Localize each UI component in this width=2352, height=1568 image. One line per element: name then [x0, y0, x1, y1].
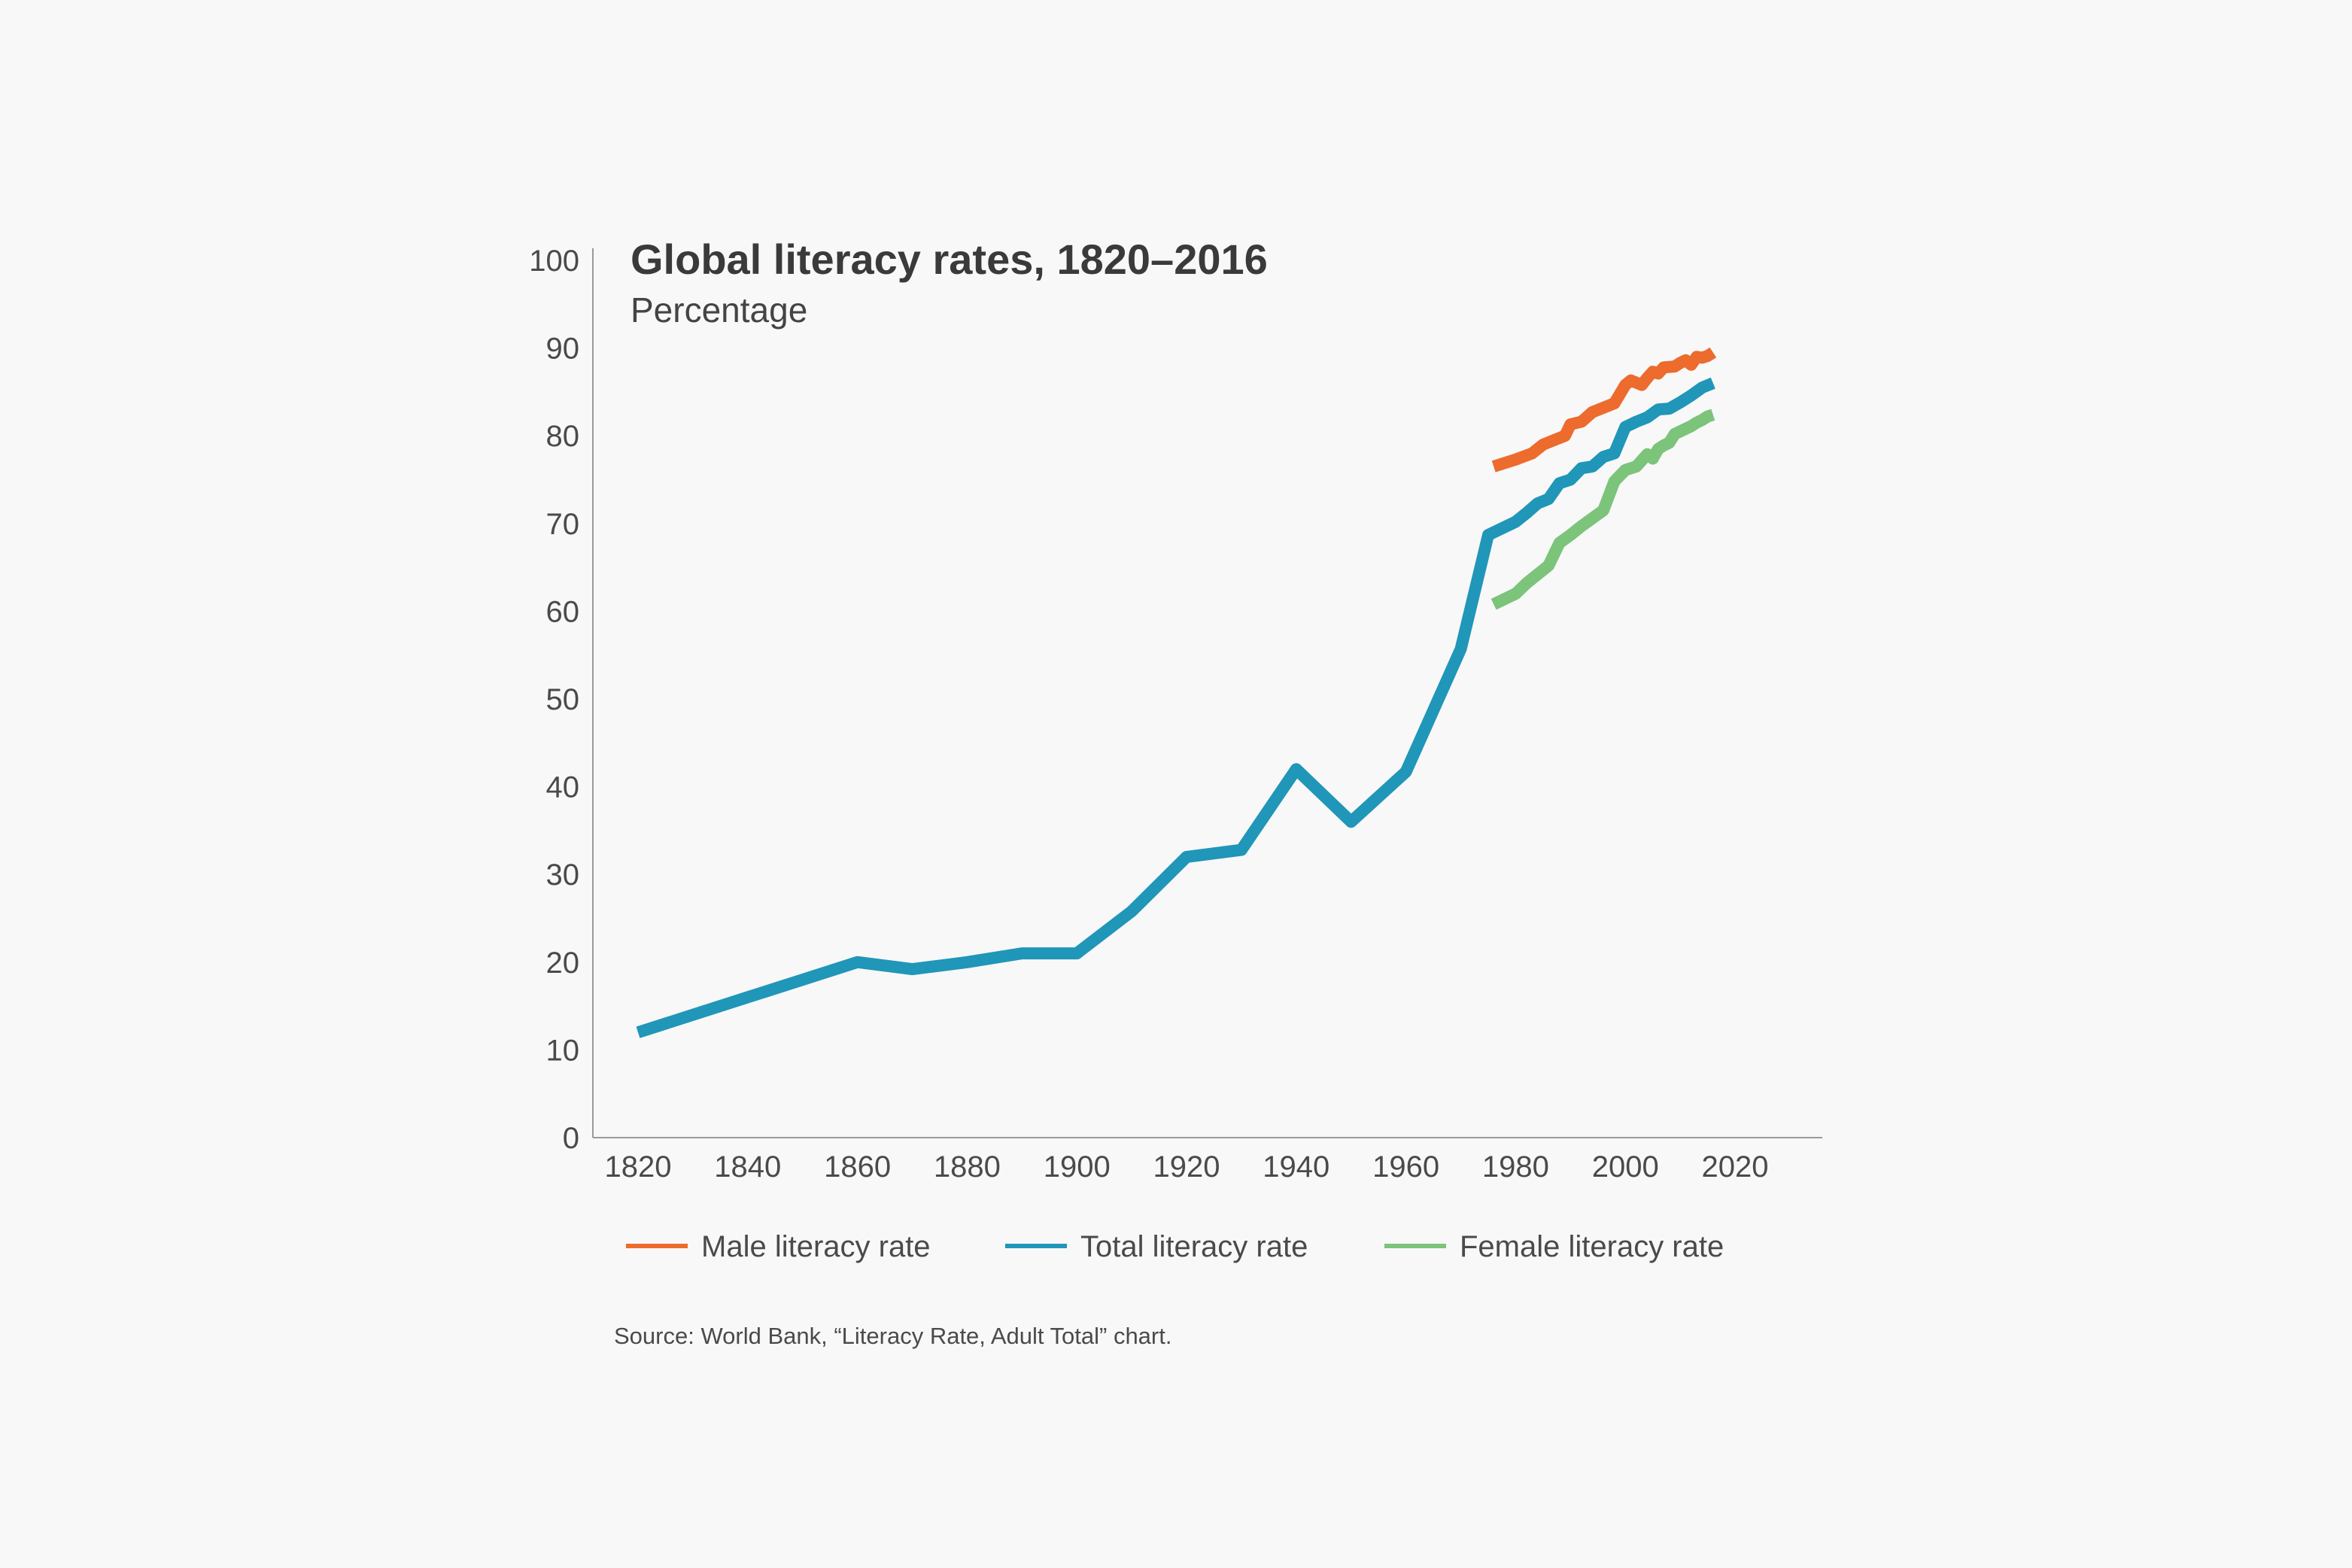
y-tick-label: 10 — [546, 1034, 580, 1067]
y-tick-label: 80 — [546, 420, 580, 453]
source-note: Source: World Bank, “Literacy Rate, Adul… — [614, 1323, 1171, 1349]
x-tick-label: 1960 — [1372, 1150, 1439, 1184]
series-line-total-literacy-rate — [636, 377, 1715, 1038]
y-tick-label: 0 — [563, 1122, 579, 1155]
y-tick-label: 70 — [546, 508, 580, 541]
chart-subtitle: Percentage — [631, 290, 807, 330]
y-tick-label: 40 — [546, 771, 580, 804]
y-tick-label: 100 — [529, 245, 579, 278]
x-tick-label: 1880 — [934, 1150, 1001, 1184]
x-tick-label: 1840 — [714, 1150, 781, 1184]
x-tick-label: 1940 — [1263, 1150, 1329, 1184]
x-tick-label: 1920 — [1153, 1150, 1220, 1184]
y-tick-label: 90 — [546, 333, 580, 366]
legend: Male literacy rate Total literacy rate Fem… — [626, 1230, 1724, 1263]
x-tick-label: 2020 — [1702, 1150, 1769, 1184]
axes: 0 10 20 30 40 50 60 70 80 90 100 1820 1840 1860 1880 19… — [529, 245, 1822, 1184]
series-line-male-literacy-rate — [1491, 347, 1717, 473]
x-tick-label: 1980 — [1482, 1150, 1549, 1184]
x-tick-label: 1900 — [1044, 1150, 1111, 1184]
legend-label: Male literacy rate — [701, 1230, 931, 1263]
x-tick-label: 1860 — [824, 1150, 891, 1184]
y-tick-label: 30 — [546, 858, 580, 892]
chart-title: Global literacy rates, 1820–2016 — [631, 236, 1268, 283]
series-lines — [636, 347, 1717, 1038]
y-tick-label: 60 — [546, 595, 580, 628]
x-tick-label: 2000 — [1592, 1150, 1659, 1184]
y-tick-label: 50 — [546, 683, 580, 716]
y-tick-label: 20 — [546, 947, 580, 980]
legend-label: Female literacy rate — [1460, 1230, 1724, 1263]
x-tick-label: 1820 — [605, 1150, 672, 1184]
series-line-female-literacy-rate — [1491, 409, 1715, 610]
legend-label: Total literacy rate — [1080, 1230, 1308, 1263]
